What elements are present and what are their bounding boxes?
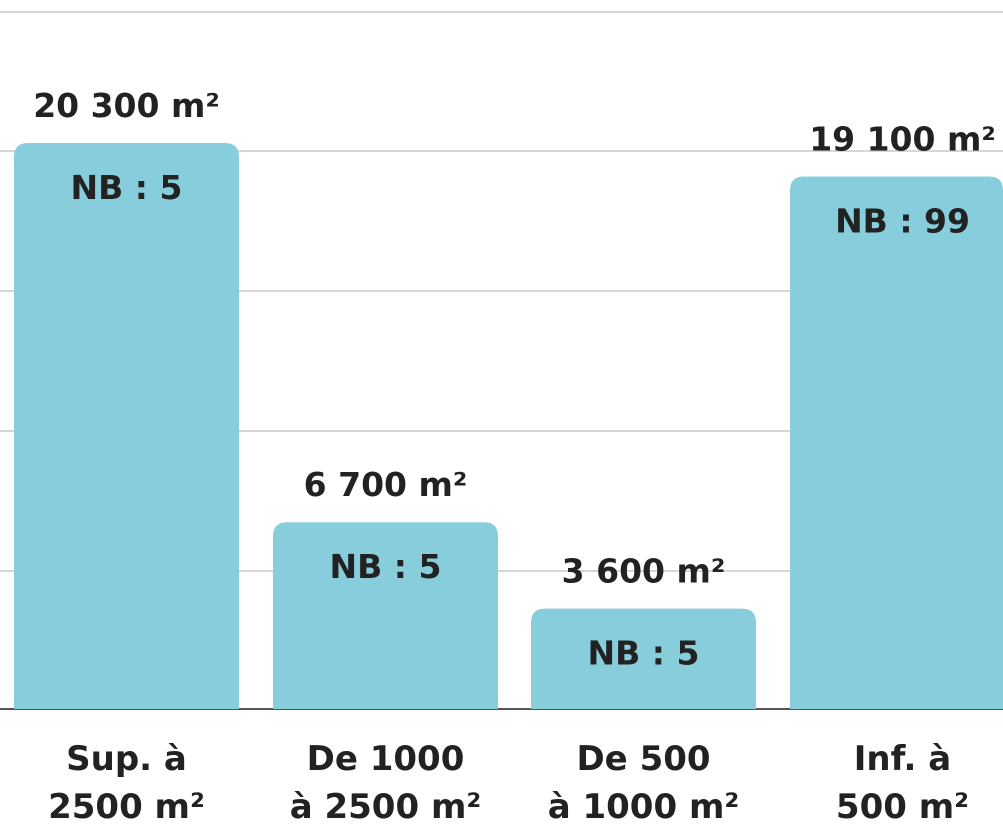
count-label: NB : 5 [330,547,442,586]
value-label: 6 700 m² [304,465,468,504]
category-tick-label: 2500 m² [48,787,205,827]
bar [790,176,1003,709]
category-tick-label: Sup. à [66,739,187,779]
category-tick-label: Inf. à [854,739,951,779]
count-label: NB : 5 [588,634,700,673]
value-label: 20 300 m² [33,86,220,125]
bars [14,143,1003,709]
bar [531,608,756,709]
value-label: 3 600 m² [562,552,726,591]
value-label: 19 100 m² [809,119,996,158]
count-label: NB : 99 [835,201,970,240]
bar [14,143,239,709]
category-tick-label: à 1000 m² [548,787,740,827]
labels: 20 300 m² NB : 5 Sup. à 2500 m² 6 700 m² NB :… [33,86,996,827]
category-tick-label: De 1000 [307,739,465,779]
category-tick-label: 500 m² [836,787,969,827]
category-tick-label: à 2500 m² [290,787,482,827]
bar [273,522,498,709]
category-tick-label: De 500 [576,739,710,779]
count-label: NB : 5 [71,168,183,207]
